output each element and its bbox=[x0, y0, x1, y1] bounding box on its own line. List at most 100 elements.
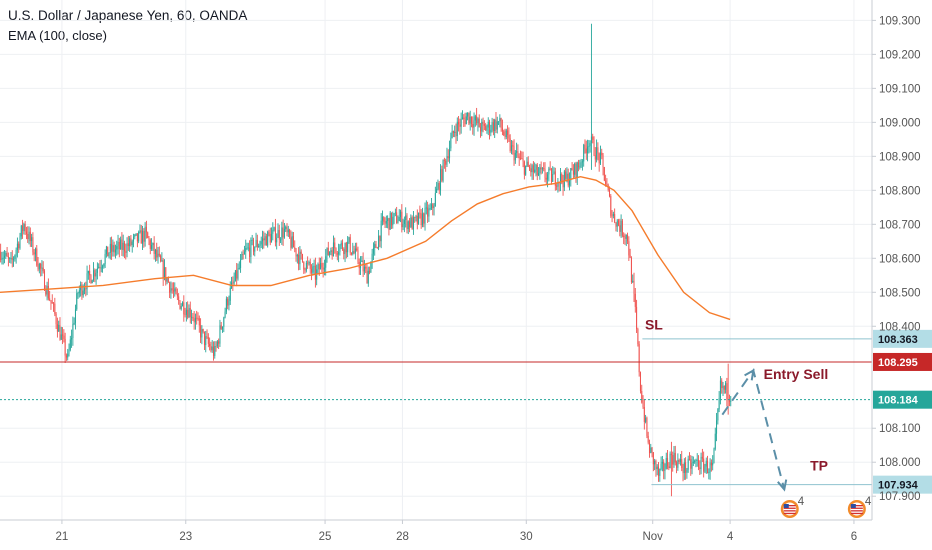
candle-body bbox=[633, 280, 635, 294]
candle-body bbox=[695, 460, 697, 461]
candle-body bbox=[536, 164, 538, 176]
candle-body bbox=[491, 122, 493, 130]
candle-body bbox=[398, 216, 400, 222]
candle-body bbox=[636, 306, 638, 329]
candle-body bbox=[264, 236, 266, 241]
us-flag-event-icon[interactable]: 4 bbox=[780, 496, 805, 518]
candle-body bbox=[419, 212, 421, 214]
candle-body bbox=[259, 244, 261, 247]
candle-body bbox=[143, 230, 145, 242]
candle-body bbox=[160, 255, 162, 262]
y-tick-label: 108.400 bbox=[879, 321, 921, 333]
candle-body bbox=[714, 433, 716, 449]
candle-body bbox=[504, 135, 506, 138]
candle-body bbox=[605, 180, 607, 185]
price-label-bg bbox=[873, 390, 932, 409]
candle-body bbox=[41, 267, 43, 269]
candle-body bbox=[176, 293, 178, 297]
candle-body bbox=[470, 116, 472, 124]
candle-body bbox=[178, 296, 180, 301]
candle-body bbox=[121, 239, 123, 250]
candle-body bbox=[144, 226, 146, 242]
candle-body bbox=[387, 218, 389, 222]
candle-body bbox=[87, 270, 89, 274]
candle-body bbox=[104, 254, 106, 264]
candle-body bbox=[598, 153, 600, 164]
candle-body bbox=[590, 136, 592, 144]
candle-body bbox=[241, 254, 243, 260]
candle-body bbox=[728, 399, 730, 402]
y-tick-label: 108.700 bbox=[879, 219, 921, 231]
candle-body bbox=[278, 230, 280, 240]
candle-body bbox=[62, 334, 64, 336]
candle-body bbox=[357, 250, 359, 262]
candle-body bbox=[450, 138, 452, 149]
candle-body bbox=[496, 121, 498, 130]
candle-body bbox=[255, 239, 257, 247]
flag-stripe bbox=[850, 510, 863, 512]
candle-body bbox=[55, 313, 57, 325]
candle-body bbox=[403, 220, 405, 224]
candle-body bbox=[15, 249, 17, 256]
candle-body bbox=[134, 234, 136, 237]
candle-body bbox=[634, 293, 636, 307]
candle-body bbox=[434, 193, 436, 207]
candle-body bbox=[240, 259, 242, 268]
flag-stripe bbox=[783, 505, 796, 507]
candle-body bbox=[456, 121, 458, 137]
y-tick-label: 108.500 bbox=[879, 287, 921, 299]
candle-body bbox=[416, 216, 418, 224]
candle-body bbox=[81, 284, 83, 296]
candle-body bbox=[277, 230, 279, 238]
candle-body bbox=[554, 171, 556, 186]
candle-body bbox=[541, 168, 543, 170]
candle-body bbox=[363, 266, 365, 272]
candle-body bbox=[198, 318, 200, 326]
candle-body bbox=[469, 116, 471, 124]
candle-body bbox=[632, 280, 634, 282]
candle-body bbox=[209, 343, 211, 347]
candle-body bbox=[218, 341, 220, 344]
candle-body bbox=[206, 336, 208, 338]
candle-body bbox=[233, 280, 235, 284]
candle-body bbox=[513, 146, 515, 161]
candle-body bbox=[329, 251, 331, 255]
candle-body bbox=[301, 253, 304, 262]
candle-body bbox=[36, 248, 38, 266]
candle-body bbox=[588, 146, 590, 147]
candle-body bbox=[673, 452, 675, 465]
candle-body bbox=[90, 275, 92, 284]
candle-body bbox=[663, 461, 665, 471]
candle-body bbox=[374, 244, 376, 248]
candle-body bbox=[46, 285, 48, 295]
projection-arrowhead bbox=[777, 479, 788, 492]
candle-body bbox=[254, 246, 256, 252]
candle-body bbox=[481, 121, 483, 132]
candle-body bbox=[258, 246, 260, 248]
us-flag-event-icon[interactable]: 4 bbox=[847, 496, 872, 518]
candle-body bbox=[538, 173, 540, 176]
candle-body bbox=[299, 251, 301, 265]
candle-body bbox=[19, 236, 21, 249]
candle-body bbox=[645, 417, 647, 422]
candle-body bbox=[172, 290, 175, 292]
candle-body bbox=[361, 260, 363, 262]
candle-body bbox=[643, 407, 645, 422]
candle-body bbox=[0, 251, 2, 260]
candle-body bbox=[29, 231, 31, 242]
candle-body bbox=[669, 453, 671, 468]
candle-body bbox=[64, 338, 66, 356]
candle-body bbox=[575, 163, 577, 178]
candle-body bbox=[289, 229, 291, 238]
candle-body bbox=[606, 184, 608, 186]
candle-body bbox=[236, 270, 238, 279]
candle-body bbox=[189, 307, 191, 318]
candle-body bbox=[396, 212, 398, 224]
candle-body bbox=[576, 162, 578, 178]
candle-body bbox=[543, 168, 545, 170]
candle-body bbox=[28, 231, 30, 240]
candle-body bbox=[393, 213, 395, 217]
candle-body bbox=[281, 227, 283, 240]
